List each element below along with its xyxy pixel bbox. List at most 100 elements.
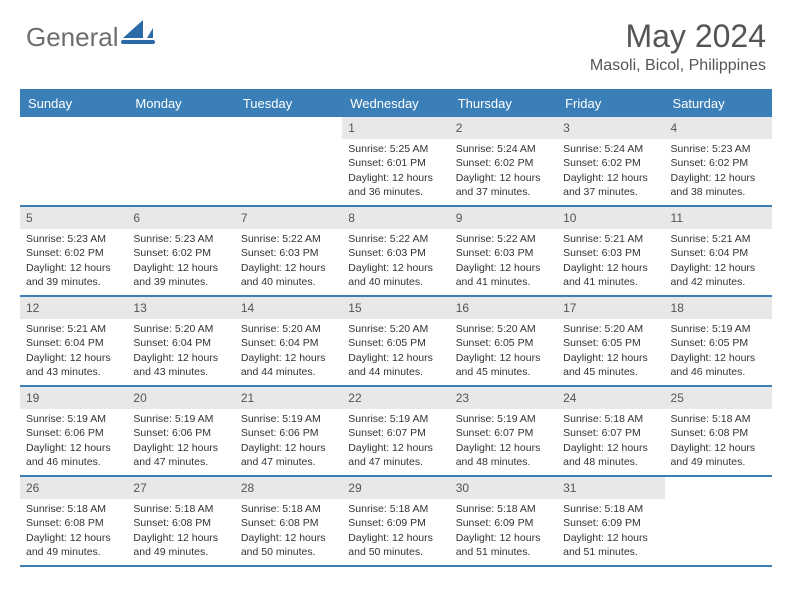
day-cell: 13Sunrise: 5:20 AMSunset: 6:04 PMDayligh…: [127, 297, 234, 385]
day-cell: 9Sunrise: 5:22 AMSunset: 6:03 PMDaylight…: [450, 207, 557, 295]
day-details: Sunrise: 5:20 AMSunset: 6:05 PMDaylight:…: [342, 319, 449, 385]
day-details: Sunrise: 5:23 AMSunset: 6:02 PMDaylight:…: [20, 229, 127, 295]
header: General May 2024 Masoli, Bicol, Philippi…: [0, 0, 792, 83]
day-cell: 15Sunrise: 5:20 AMSunset: 6:05 PMDayligh…: [342, 297, 449, 385]
day-cell: [20, 117, 127, 205]
day-cell: 30Sunrise: 5:18 AMSunset: 6:09 PMDayligh…: [450, 477, 557, 565]
location-text: Masoli, Bicol, Philippines: [590, 57, 766, 75]
day-details: Sunrise: 5:22 AMSunset: 6:03 PMDaylight:…: [235, 229, 342, 295]
day-number: 30: [450, 477, 557, 499]
day-number: 17: [557, 297, 664, 319]
day-cell: 26Sunrise: 5:18 AMSunset: 6:08 PMDayligh…: [20, 477, 127, 565]
day-details: Sunrise: 5:23 AMSunset: 6:02 PMDaylight:…: [665, 139, 772, 205]
day-header: Tuesday: [235, 91, 342, 117]
day-cell: 2Sunrise: 5:24 AMSunset: 6:02 PMDaylight…: [450, 117, 557, 205]
day-number: 13: [127, 297, 234, 319]
day-details: Sunrise: 5:24 AMSunset: 6:02 PMDaylight:…: [450, 139, 557, 205]
day-number: 14: [235, 297, 342, 319]
day-details: Sunrise: 5:18 AMSunset: 6:08 PMDaylight:…: [665, 409, 772, 475]
logo-text: General: [26, 22, 119, 53]
day-details: Sunrise: 5:20 AMSunset: 6:04 PMDaylight:…: [235, 319, 342, 385]
logo-sail-icon: [121, 18, 155, 53]
day-details: Sunrise: 5:18 AMSunset: 6:08 PMDaylight:…: [127, 499, 234, 565]
day-header: Friday: [557, 91, 664, 117]
day-number: 24: [557, 387, 664, 409]
day-number: 10: [557, 207, 664, 229]
day-cell: 6Sunrise: 5:23 AMSunset: 6:02 PMDaylight…: [127, 207, 234, 295]
day-cell: 10Sunrise: 5:21 AMSunset: 6:03 PMDayligh…: [557, 207, 664, 295]
day-cell: 8Sunrise: 5:22 AMSunset: 6:03 PMDaylight…: [342, 207, 449, 295]
day-cell: 17Sunrise: 5:20 AMSunset: 6:05 PMDayligh…: [557, 297, 664, 385]
day-number: 9: [450, 207, 557, 229]
day-number: 21: [235, 387, 342, 409]
day-details: Sunrise: 5:18 AMSunset: 6:09 PMDaylight:…: [557, 499, 664, 565]
day-cell: 21Sunrise: 5:19 AMSunset: 6:06 PMDayligh…: [235, 387, 342, 475]
day-cell: 18Sunrise: 5:19 AMSunset: 6:05 PMDayligh…: [665, 297, 772, 385]
day-cell: 27Sunrise: 5:18 AMSunset: 6:08 PMDayligh…: [127, 477, 234, 565]
day-cell: 11Sunrise: 5:21 AMSunset: 6:04 PMDayligh…: [665, 207, 772, 295]
day-number: 6: [127, 207, 234, 229]
day-cell: 1Sunrise: 5:25 AMSunset: 6:01 PMDaylight…: [342, 117, 449, 205]
day-details: Sunrise: 5:18 AMSunset: 6:07 PMDaylight:…: [557, 409, 664, 475]
week-row: 5Sunrise: 5:23 AMSunset: 6:02 PMDaylight…: [20, 207, 772, 297]
day-header: Saturday: [665, 91, 772, 117]
day-number: 1: [342, 117, 449, 139]
day-details: Sunrise: 5:20 AMSunset: 6:05 PMDaylight:…: [450, 319, 557, 385]
day-cell: [665, 477, 772, 565]
day-cell: 4Sunrise: 5:23 AMSunset: 6:02 PMDaylight…: [665, 117, 772, 205]
day-number: 23: [450, 387, 557, 409]
calendar: SundayMondayTuesdayWednesdayThursdayFrid…: [20, 89, 772, 567]
day-number: 15: [342, 297, 449, 319]
week-row: 1Sunrise: 5:25 AMSunset: 6:01 PMDaylight…: [20, 117, 772, 207]
day-number: 5: [20, 207, 127, 229]
day-header: Sunday: [20, 91, 127, 117]
day-number: 11: [665, 207, 772, 229]
day-number: 25: [665, 387, 772, 409]
day-header-row: SundayMondayTuesdayWednesdayThursdayFrid…: [20, 91, 772, 117]
day-number: 2: [450, 117, 557, 139]
week-row: 12Sunrise: 5:21 AMSunset: 6:04 PMDayligh…: [20, 297, 772, 387]
day-details: Sunrise: 5:19 AMSunset: 6:06 PMDaylight:…: [127, 409, 234, 475]
day-cell: 12Sunrise: 5:21 AMSunset: 6:04 PMDayligh…: [20, 297, 127, 385]
day-details: Sunrise: 5:18 AMSunset: 6:09 PMDaylight:…: [342, 499, 449, 565]
day-number: 3: [557, 117, 664, 139]
day-details: Sunrise: 5:20 AMSunset: 6:05 PMDaylight:…: [557, 319, 664, 385]
day-header: Thursday: [450, 91, 557, 117]
day-cell: 7Sunrise: 5:22 AMSunset: 6:03 PMDaylight…: [235, 207, 342, 295]
day-cell: 28Sunrise: 5:18 AMSunset: 6:08 PMDayligh…: [235, 477, 342, 565]
day-details: Sunrise: 5:19 AMSunset: 6:07 PMDaylight:…: [342, 409, 449, 475]
day-details: Sunrise: 5:21 AMSunset: 6:03 PMDaylight:…: [557, 229, 664, 295]
day-details: Sunrise: 5:20 AMSunset: 6:04 PMDaylight:…: [127, 319, 234, 385]
day-number: 27: [127, 477, 234, 499]
logo: General: [26, 22, 155, 53]
day-details: Sunrise: 5:21 AMSunset: 6:04 PMDaylight:…: [20, 319, 127, 385]
day-number: 26: [20, 477, 127, 499]
day-details: Sunrise: 5:24 AMSunset: 6:02 PMDaylight:…: [557, 139, 664, 205]
day-header: Wednesday: [342, 91, 449, 117]
day-cell: 5Sunrise: 5:23 AMSunset: 6:02 PMDaylight…: [20, 207, 127, 295]
day-details: Sunrise: 5:23 AMSunset: 6:02 PMDaylight:…: [127, 229, 234, 295]
day-details: Sunrise: 5:18 AMSunset: 6:09 PMDaylight:…: [450, 499, 557, 565]
day-cell: [127, 117, 234, 205]
day-number: 22: [342, 387, 449, 409]
day-details: Sunrise: 5:18 AMSunset: 6:08 PMDaylight:…: [235, 499, 342, 565]
day-details: Sunrise: 5:19 AMSunset: 6:05 PMDaylight:…: [665, 319, 772, 385]
day-cell: 29Sunrise: 5:18 AMSunset: 6:09 PMDayligh…: [342, 477, 449, 565]
day-cell: 16Sunrise: 5:20 AMSunset: 6:05 PMDayligh…: [450, 297, 557, 385]
day-number: 29: [342, 477, 449, 499]
day-details: Sunrise: 5:19 AMSunset: 6:07 PMDaylight:…: [450, 409, 557, 475]
day-cell: 23Sunrise: 5:19 AMSunset: 6:07 PMDayligh…: [450, 387, 557, 475]
day-header: Monday: [127, 91, 234, 117]
day-number: 16: [450, 297, 557, 319]
day-number: 18: [665, 297, 772, 319]
day-details: Sunrise: 5:25 AMSunset: 6:01 PMDaylight:…: [342, 139, 449, 205]
day-number: 12: [20, 297, 127, 319]
day-cell: 3Sunrise: 5:24 AMSunset: 6:02 PMDaylight…: [557, 117, 664, 205]
title-block: May 2024 Masoli, Bicol, Philippines: [590, 18, 766, 75]
day-details: Sunrise: 5:22 AMSunset: 6:03 PMDaylight:…: [450, 229, 557, 295]
week-row: 26Sunrise: 5:18 AMSunset: 6:08 PMDayligh…: [20, 477, 772, 567]
day-cell: 20Sunrise: 5:19 AMSunset: 6:06 PMDayligh…: [127, 387, 234, 475]
day-cell: 24Sunrise: 5:18 AMSunset: 6:07 PMDayligh…: [557, 387, 664, 475]
day-details: Sunrise: 5:21 AMSunset: 6:04 PMDaylight:…: [665, 229, 772, 295]
day-details: Sunrise: 5:19 AMSunset: 6:06 PMDaylight:…: [20, 409, 127, 475]
